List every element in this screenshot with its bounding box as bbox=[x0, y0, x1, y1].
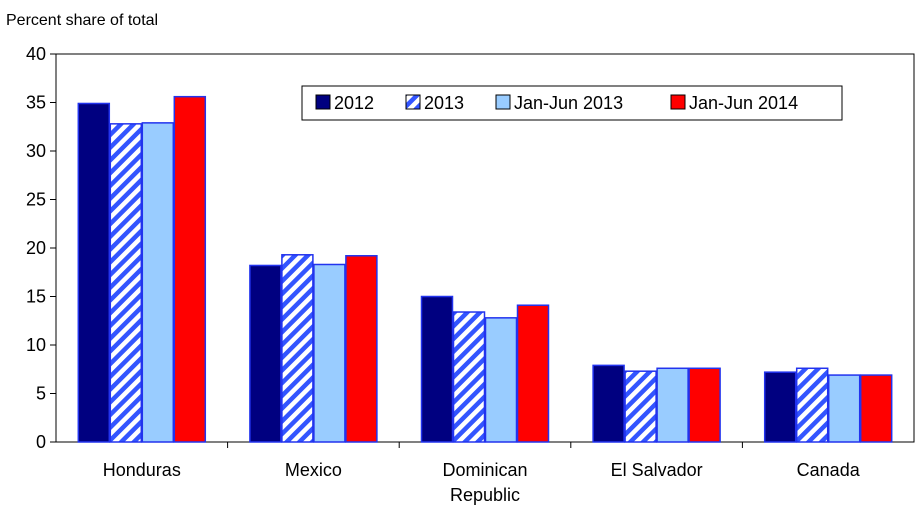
y-tick-label: 10 bbox=[26, 335, 46, 355]
x-category-label: Honduras bbox=[103, 460, 181, 480]
y-tick-label: 20 bbox=[26, 238, 46, 258]
bar-2013 bbox=[795, 367, 829, 443]
bar-2012 bbox=[77, 102, 111, 443]
plot-area: 0 5 10 15 20 25 30 35 40 Honduras Mexico Dominican R… bbox=[26, 44, 915, 505]
y-tick-label: 35 bbox=[26, 93, 46, 113]
legend-label: 2012 bbox=[334, 93, 374, 113]
legend-box bbox=[301, 85, 843, 121]
y-axis-label: Percent share of total bbox=[6, 12, 158, 29]
y-tick-label: 40 bbox=[26, 44, 46, 64]
legend-swatch bbox=[315, 94, 331, 110]
legend-swatch bbox=[405, 94, 421, 110]
legend-swatch bbox=[495, 94, 511, 110]
bar-2012 bbox=[249, 264, 282, 443]
y-tick-label: 15 bbox=[26, 287, 46, 307]
y-tick-label: 0 bbox=[36, 432, 46, 452]
legend: 2012 2013 Jan-Jun 2013 Jan-Jun 2014 bbox=[301, 85, 843, 121]
bar-jan-jun-2013 bbox=[141, 122, 175, 443]
bar-2012 bbox=[420, 295, 454, 443]
bar-jan-jun-2013 bbox=[827, 374, 861, 443]
x-category-label: Mexico bbox=[285, 460, 342, 480]
legend-swatch bbox=[670, 94, 686, 110]
bar-jan-jun-2013 bbox=[484, 317, 518, 443]
bar-2013 bbox=[281, 254, 314, 443]
bar-2012 bbox=[592, 364, 625, 443]
bar-jan-jun-2014 bbox=[516, 304, 550, 443]
bar-2013 bbox=[452, 311, 486, 443]
bar-2012 bbox=[763, 371, 797, 443]
bar-jan-jun-2013 bbox=[313, 263, 346, 443]
legend-label: Jan-Jun 2014 bbox=[689, 93, 798, 113]
bar-jan-jun-2014 bbox=[859, 374, 893, 443]
x-category-label: Canada bbox=[797, 460, 861, 480]
bar-jan-jun-2013 bbox=[656, 367, 689, 443]
bar-2013 bbox=[109, 123, 143, 443]
x-category-label: El Salvador bbox=[611, 460, 703, 480]
bar-2013 bbox=[624, 370, 657, 443]
y-tick-label: 30 bbox=[26, 141, 46, 161]
x-category-label: Dominican Republic bbox=[442, 460, 527, 505]
legend-label: 2013 bbox=[424, 93, 464, 113]
bar-jan-jun-2014 bbox=[688, 367, 721, 443]
bar-jan-jun-2014 bbox=[173, 95, 207, 443]
legend-label: Jan-Jun 2013 bbox=[514, 93, 623, 113]
y-tick-label: 5 bbox=[36, 384, 46, 404]
y-tick-label: 25 bbox=[26, 190, 46, 210]
bar-jan-jun-2014 bbox=[345, 255, 378, 443]
